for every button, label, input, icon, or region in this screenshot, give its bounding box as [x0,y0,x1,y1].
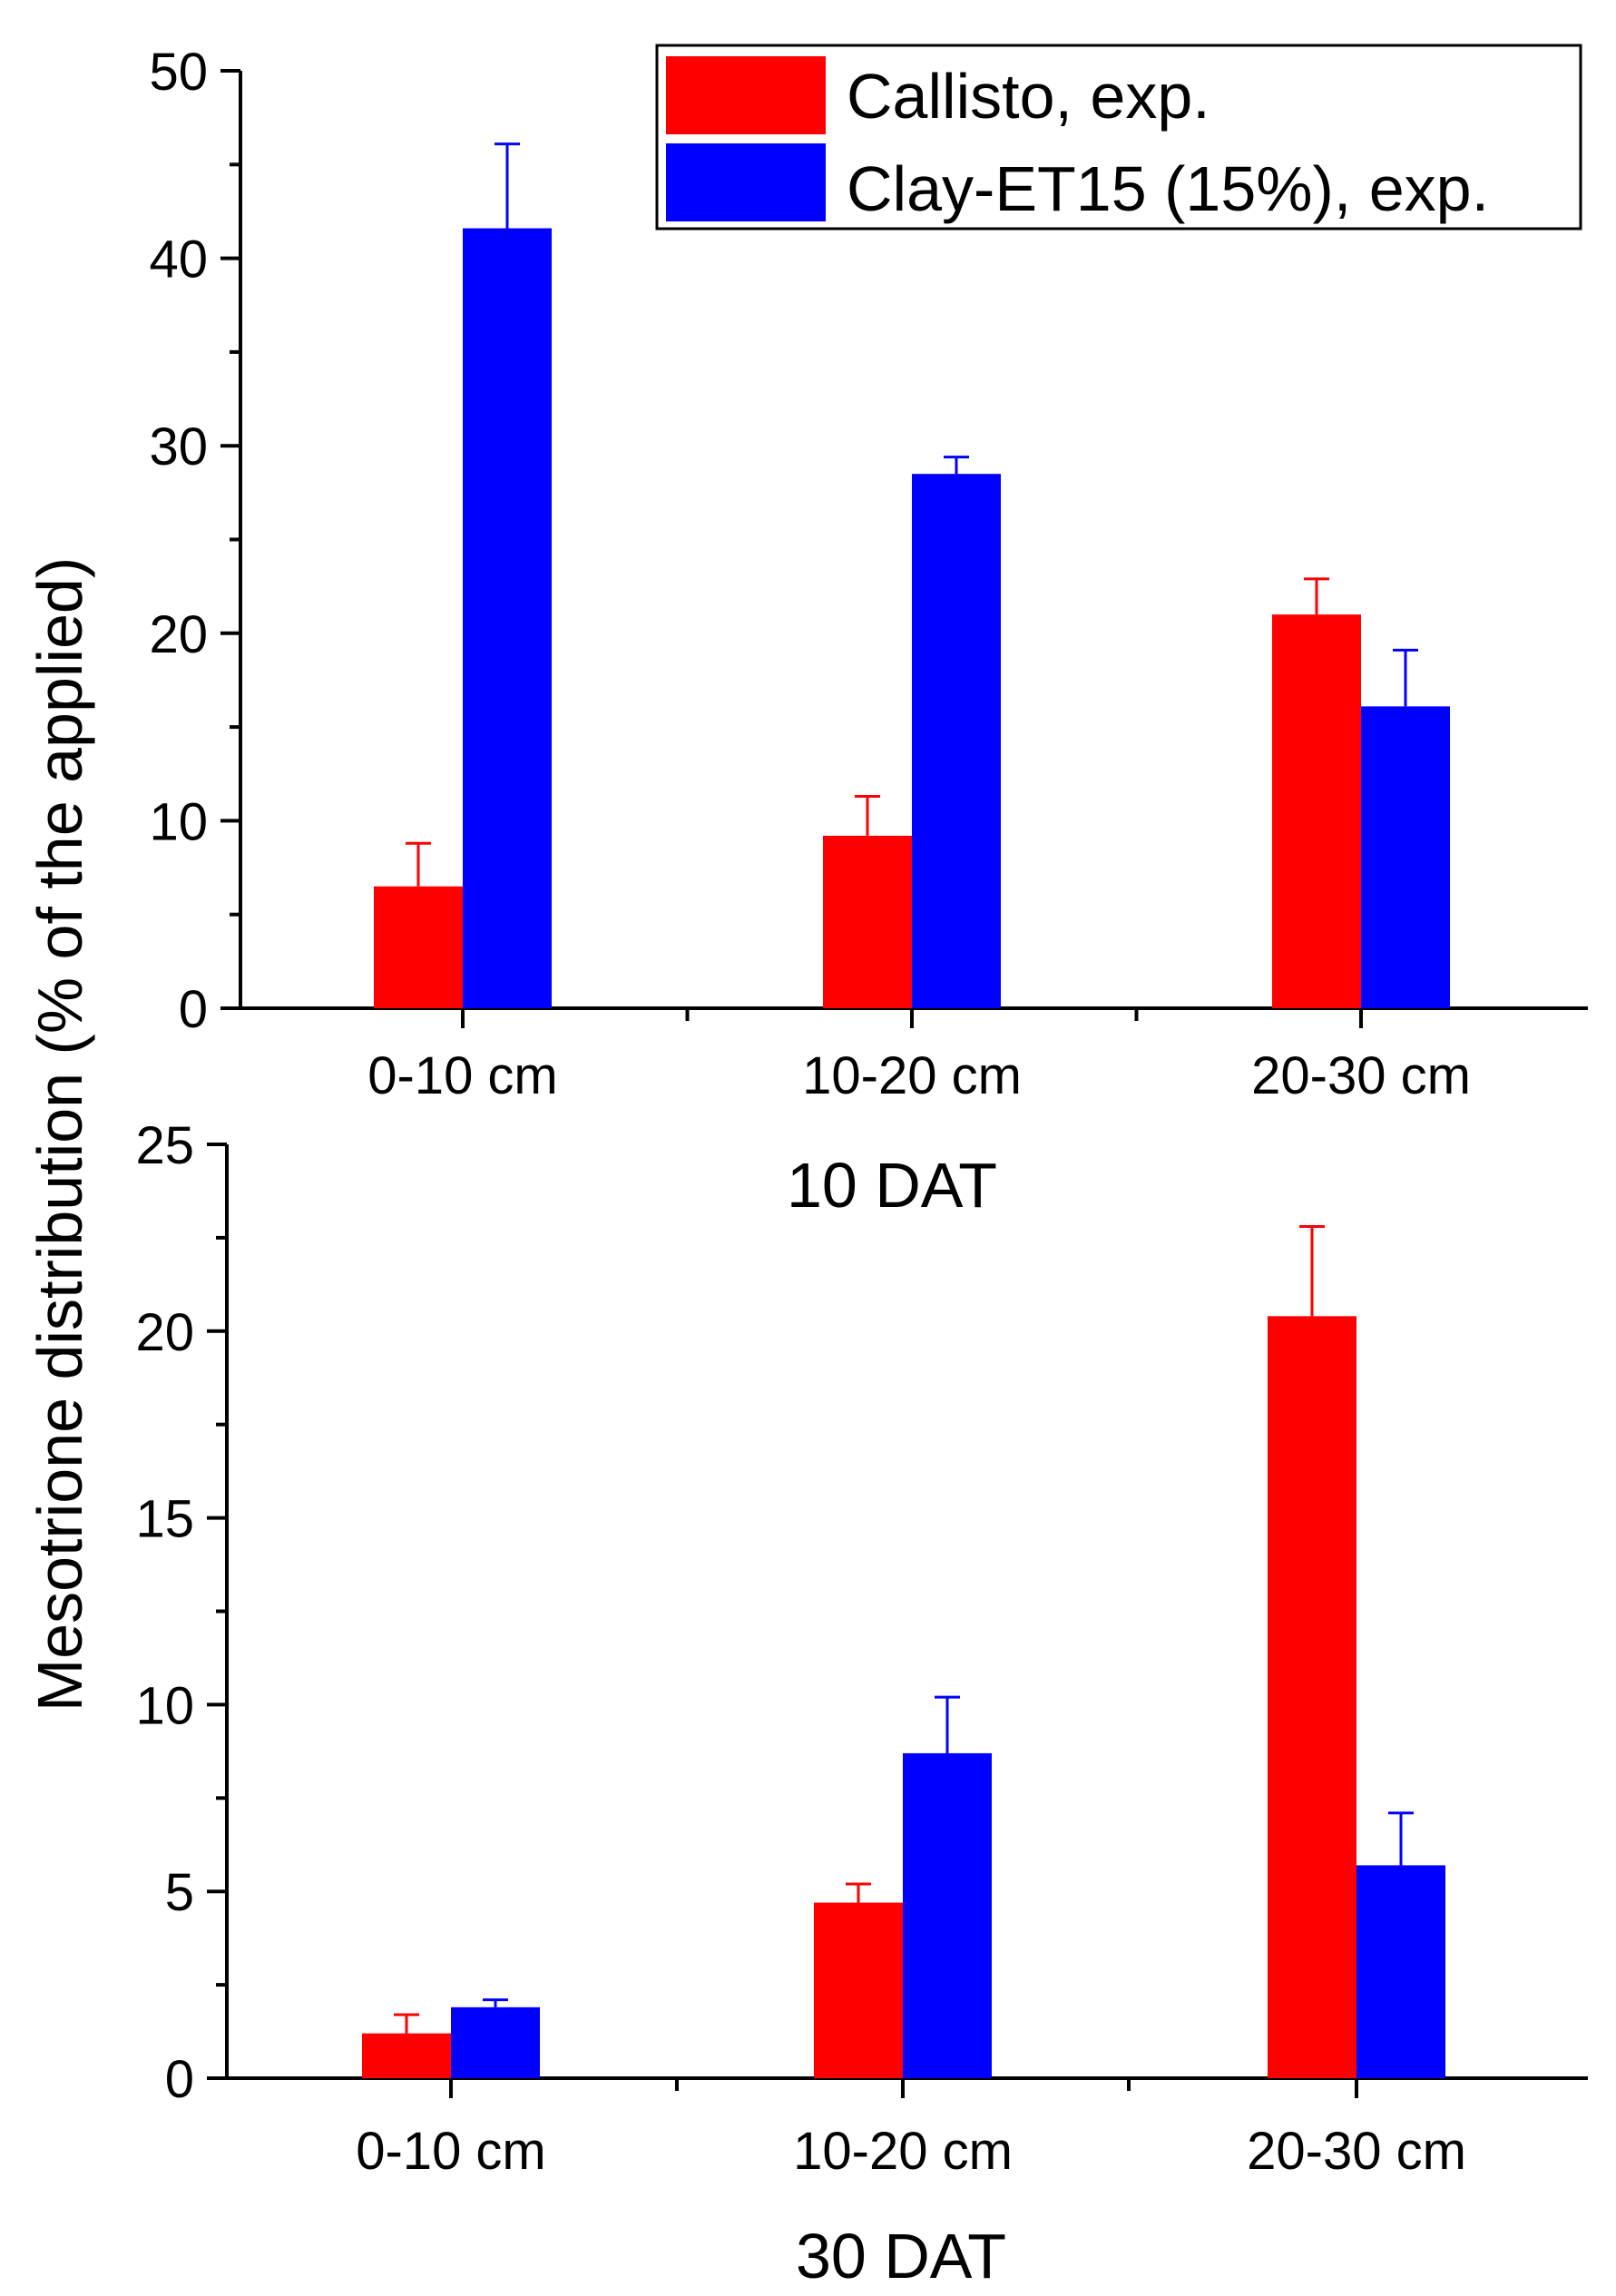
y-tick-label-30-dat: 10 [135,1676,194,1735]
x-category-label-30-dat: 0-10 cm [356,2122,546,2181]
panel-10-dat: 0 10 20 30 40 50 0-10 cm 10-20 cm 20-30 cm [149,43,1588,1105]
bar-clay-et15-30-dat [1356,1865,1445,2078]
y-tick-label-10-dat: 10 [149,792,208,851]
bar-clay-et15-30-dat [903,1752,992,2078]
y-tick-label-30-dat: 15 [135,1490,194,1549]
y-tick-label-30-dat: 5 [165,1863,194,1922]
y-tick-label-10-dat: 50 [149,43,208,102]
x-category-label-10-dat: 20-30 cm [1251,1046,1471,1105]
bar-callisto-10-dat [1272,614,1361,1008]
y-tick-label-30-dat: 25 [135,1116,194,1175]
y-tick-label-10-dat: 30 [149,417,208,476]
legend-label-clay-et15: Clay-ET15 (15%), exp. [847,153,1489,224]
bar-callisto-30-dat [1268,1316,1356,2078]
y-tick-label-30-dat: 0 [165,2050,194,2109]
panel-30-dat: 0 5 10 15 20 25 0-10 cm 10-20 cm 20-30 cm [135,1116,1588,2181]
bar-clay-et15-30-dat [451,2007,540,2078]
y-tick-label-30-dat: 20 [135,1303,194,1362]
y-tick-label-10-dat: 20 [149,605,208,664]
y-axis-title: Mesotrione distribution (% of the applie… [24,557,95,1712]
y-tick-label-10-dat: 0 [179,980,208,1039]
bar-callisto-30-dat [814,1902,903,2078]
bar-callisto-10-dat [823,835,912,1008]
legend-label-callisto: Callisto, exp. [847,61,1210,132]
panel-title-30-dat: 30 DAT [796,2221,1006,2291]
bar-callisto-10-dat [374,886,463,1008]
x-category-label-30-dat: 10-20 cm [793,2122,1013,2181]
x-category-label-10-dat: 0-10 cm [367,1046,558,1105]
x-category-label-30-dat: 20-30 cm [1247,2122,1466,2181]
bar-clay-et15-10-dat [912,474,1001,1008]
bar-clay-et15-10-dat [463,228,552,1008]
legend-swatch-clay-et15 [666,143,826,221]
bar-clay-et15-10-dat [1361,706,1450,1008]
x-category-label-10-dat: 10-20 cm [802,1046,1022,1105]
bar-callisto-30-dat [362,2033,451,2078]
y-tick-label-10-dat: 40 [149,231,208,289]
legend-swatch-callisto [666,56,826,134]
panel-title-10-dat: 10 DAT [787,1150,997,1221]
legend: Callisto, exp. Clay-ET15 (15%), exp. [655,44,1582,231]
